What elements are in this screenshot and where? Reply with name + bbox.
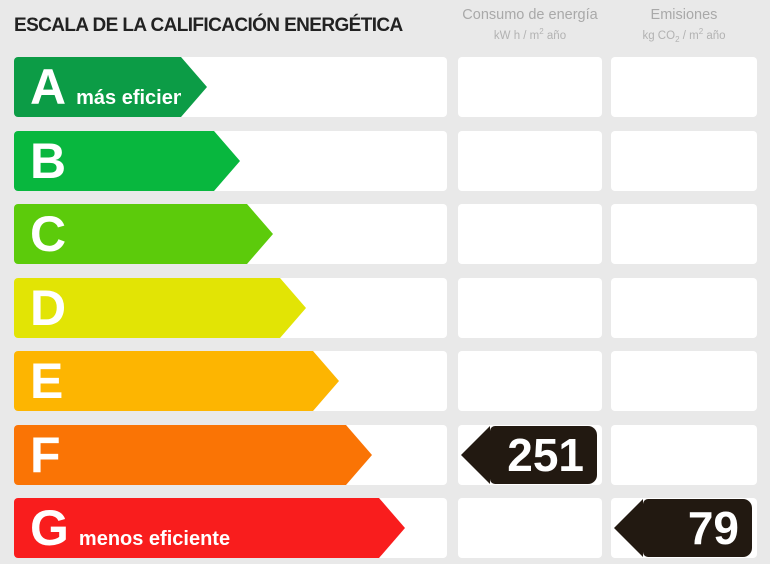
rating-track: D [14,277,447,338]
rating-efficiency-label: menos eficiente [78,528,231,550]
rating-arrow: C [14,204,273,264]
units-text: kg CO [642,29,676,42]
rating-letter: A [30,59,67,115]
consumption-cell [458,57,602,117]
rating-letter: F [30,426,61,483]
consumption-column-title: Consumo de energía [462,7,598,23]
rating-efficiency-label: más eficiente [76,87,203,109]
emissions-column-title: Emisiones [650,7,718,23]
rating-letter: B [30,132,67,189]
consumption-cell [458,277,602,338]
consumption-cell [458,351,602,411]
rating-track: F [14,424,447,485]
rating-row: B [14,130,770,191]
emissions-cell [611,204,757,264]
units-text: kW h / m [493,29,540,42]
emissions-column-header: Emisiones kg CO2 / m2 año [584,7,770,44]
rating-row: F 251 [14,424,770,485]
rating-track: E [14,351,447,411]
consumption-column-header: Consumo de energía kW h / m2 año [430,7,630,42]
emissions-cell [611,130,757,191]
rating-letter: D [30,279,67,336]
rating-value: 79 [687,502,739,554]
rating-arrow: F [14,424,372,485]
units-subscript: 2 [675,35,680,45]
units-superscript: 2 [539,27,544,36]
emissions-cell [611,277,757,338]
rating-arrow: G menos eficiente [14,498,405,558]
emissions-cell: 79 [611,498,757,558]
rating-row: E [14,351,770,411]
consumption-column-units: kW h / m2 año [430,27,630,42]
rating-row: G menos eficiente 79 [14,498,770,558]
consumption-cell [458,204,602,264]
units-text: año [543,29,567,42]
rating-value: 251 [507,428,584,481]
rating-letter: E [30,353,64,409]
rating-arrow: A más eficiente [14,57,207,117]
emissions-cell [611,351,757,411]
consumption-cell [458,130,602,191]
rating-arrow: D [14,277,306,338]
rating-row: A más eficiente [14,57,770,117]
rating-arrow: B [14,130,240,191]
rating-track: A más eficiente [14,57,447,117]
units-superscript: 2 [698,27,704,36]
consumption-cell: 251 [458,424,602,485]
emissions-cell [611,424,757,485]
consumption-cell [458,498,602,558]
rating-letter: G [30,500,69,556]
rating-row: C [14,204,770,264]
rating-row: D [14,277,770,338]
rating-track: G menos eficiente [14,498,447,558]
rating-letter: C [30,206,67,262]
emissions-column-units: kg CO2 / m2 año [584,27,770,44]
page-title: ESCALA DE LA CALIFICACIÓN ENERGÉTICA [14,15,403,36]
units-text: año [703,29,726,42]
units-text: / m [679,29,699,42]
rating-arrow: E [14,351,339,411]
consumption-value-tag: 251 [461,425,597,484]
rating-track: C [14,204,447,264]
emissions-cell [611,57,757,117]
rating-track: B [14,130,447,191]
emissions-value-tag: 79 [614,499,752,557]
